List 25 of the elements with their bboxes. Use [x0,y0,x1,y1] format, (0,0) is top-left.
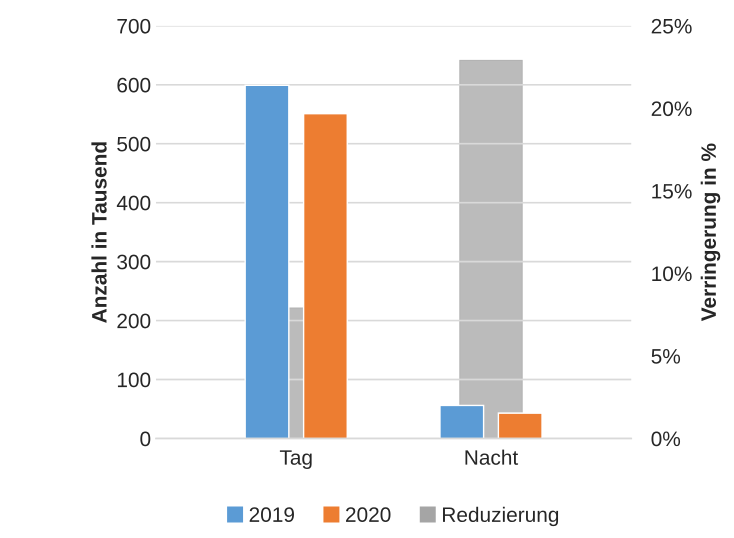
bar [302,112,348,438]
y-tick-label: 400 [116,196,150,210]
y-axis-title: Anzahl in Tausend [91,142,107,323]
x-tick-label: Nacht [465,450,518,465]
y-tick-label: 600 [117,78,150,93]
legend-label: 2019 [250,507,294,522]
y2-tick-label: 0% [652,431,680,446]
y-tick-label: 300 [117,254,150,270]
y2-tick-label: 5% [652,349,680,364]
bar [498,412,543,438]
y2-axis-title: Verringerung in % [700,144,720,322]
y2-tick-label: 20% [652,101,692,116]
y-tick-label: 100 [118,372,150,388]
bar [439,404,484,438]
bar [244,84,290,438]
legend-label: Reduzierung [443,506,558,526]
x-tick-label: Tag [280,450,312,469]
y-tick-label: 500 [117,136,150,152]
y2-tick-label: 10% [652,266,692,282]
y-tick-label: 700 [117,18,150,34]
legend-label: 2020 [346,507,390,522]
y-tick-label: 200 [117,314,150,328]
y-tick-label: 0 [140,431,150,446]
y2-tick-label: 15% [652,184,692,199]
y2-tick-label: 25% [652,18,692,34]
